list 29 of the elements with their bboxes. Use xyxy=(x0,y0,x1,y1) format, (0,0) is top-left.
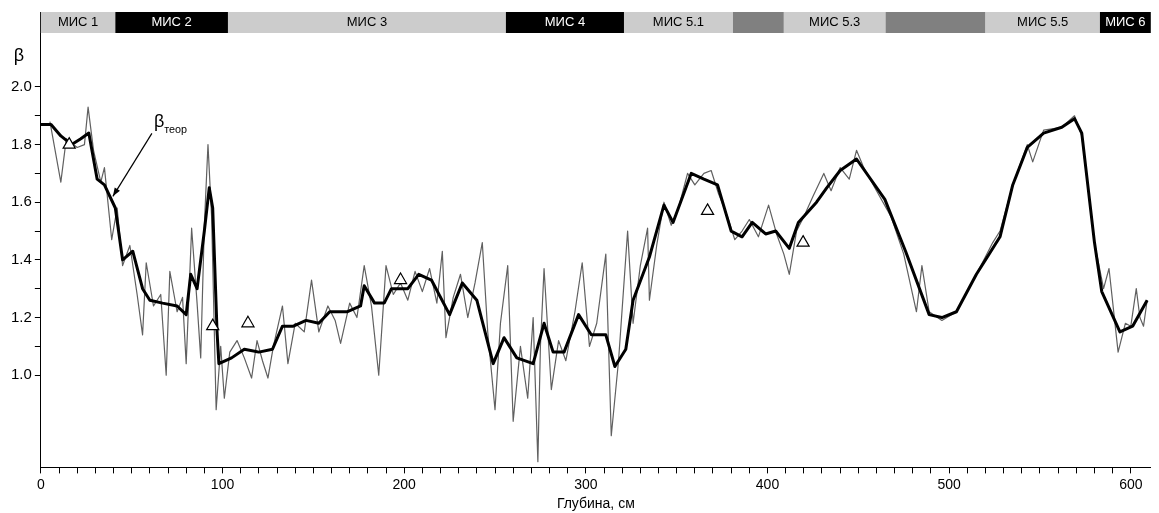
point xyxy=(393,272,408,285)
x-tick-label: 400 xyxy=(755,475,780,492)
band-label: МИС 6 xyxy=(1105,14,1146,30)
y-axis-title: β xyxy=(13,44,25,65)
x-tick-label: 0 xyxy=(36,475,45,492)
band-label: МИС 2 xyxy=(151,14,192,30)
y-tick-label: 1.2 xyxy=(10,307,32,325)
band-label: МИС 5.1 xyxy=(652,14,705,30)
y-tick-label: 1.6 xyxy=(10,192,32,210)
band-label: МИС 5.5 xyxy=(1017,14,1069,30)
x-tick-label: 100 xyxy=(210,475,235,492)
band-label: МИС 4 xyxy=(544,14,586,30)
point xyxy=(700,203,715,215)
y-tick-label: 1.4 xyxy=(10,250,32,268)
band-label: МИС 3 xyxy=(346,14,388,30)
point xyxy=(62,136,76,149)
band-label: МИС 1 xyxy=(57,14,99,30)
y-tick-label: 2.0 xyxy=(10,77,32,95)
band-label: МИС 5.3 xyxy=(809,14,861,30)
x-tick-label: 500 xyxy=(937,475,962,492)
point xyxy=(206,318,220,331)
point xyxy=(796,234,810,247)
x-axis-title: Глубина, см xyxy=(556,495,635,512)
x-tick-label: 300 xyxy=(574,475,598,492)
point xyxy=(241,315,255,328)
x-tick-label: 200 xyxy=(392,475,417,492)
x-tick-label: 600 xyxy=(1119,475,1143,492)
y-tick-label: 1.8 xyxy=(10,134,32,152)
y-tick-label: 1.0 xyxy=(10,365,32,383)
